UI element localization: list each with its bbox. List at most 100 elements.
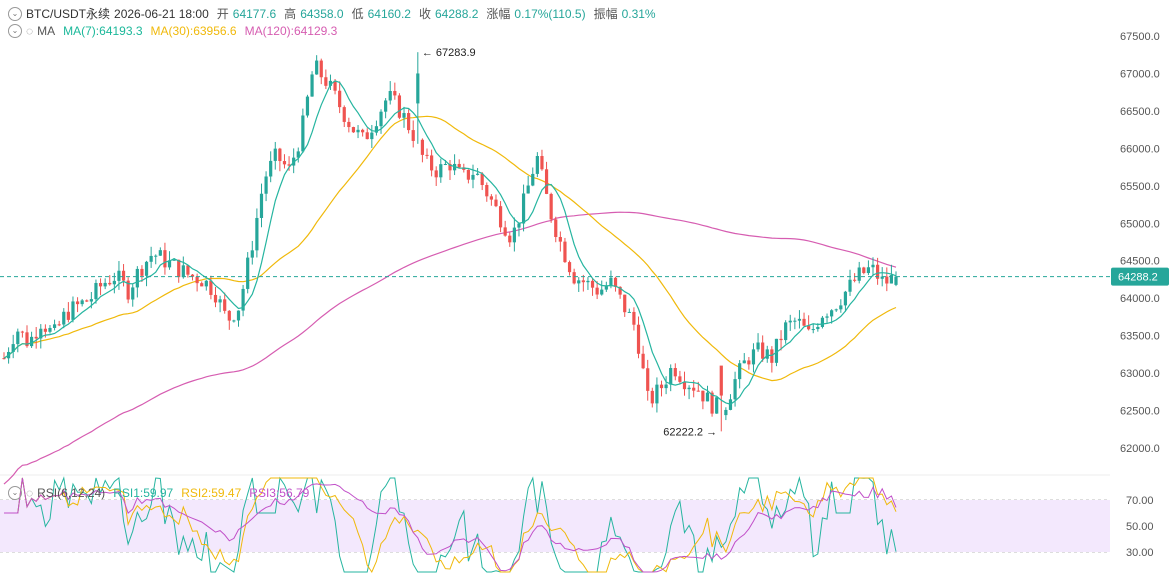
candle-body <box>195 276 199 284</box>
rsi3-value: RSI3:56.79 <box>249 486 310 500</box>
candle-body <box>181 265 185 278</box>
candle-body <box>273 148 277 161</box>
change-label: 涨幅 <box>486 7 511 21</box>
candle-body <box>209 280 213 295</box>
candle-body <box>857 267 861 281</box>
close-label: 收 <box>418 7 431 21</box>
candle-body <box>715 397 719 414</box>
candle-body <box>361 129 365 133</box>
candle-body <box>531 173 535 186</box>
candle-body <box>347 121 351 128</box>
candle-body <box>705 392 710 402</box>
candle-body <box>733 379 737 400</box>
open-value: 64177.6 <box>232 6 277 21</box>
price-tick-label: 67000.0 <box>1120 68 1160 80</box>
candle-body <box>25 332 29 347</box>
candle-body <box>98 282 103 287</box>
candle-body <box>48 327 52 332</box>
candle-body <box>397 95 402 118</box>
candle-body <box>682 381 687 390</box>
candle-body <box>310 74 314 97</box>
candle-body <box>604 286 608 290</box>
rsi2-value: RSI2:59.47 <box>181 486 242 500</box>
candle-body <box>75 301 80 305</box>
ma30-line <box>3 115 897 382</box>
collapse-chevron-icon[interactable]: ⌄ <box>8 6 22 21</box>
candle-body <box>586 280 590 283</box>
ohlc-header: ⌄ BTC/USDT永续 2026-06-21 18:00 开 64177.6 … <box>8 5 660 22</box>
candle-body <box>356 129 360 133</box>
collapse-chevron-icon[interactable]: ⌄ <box>8 24 22 38</box>
candle-body <box>567 262 572 273</box>
rsi-tick-label: 70.00 <box>1126 495 1154 507</box>
price-tick-label: 66000.0 <box>1120 143 1160 155</box>
candle-body <box>512 227 516 243</box>
candle-body <box>103 282 107 287</box>
open-label: 开 <box>216 7 229 21</box>
candle-body <box>177 259 181 278</box>
rsi-tick-label: 50.00 <box>1126 521 1154 533</box>
change-value: 0.17%(110.5) <box>514 6 586 21</box>
candle-body <box>609 277 613 287</box>
candle-body <box>218 299 222 303</box>
candle-body <box>11 344 15 352</box>
low-annotation: 62222.2 → <box>663 426 717 438</box>
candle-body <box>112 280 116 285</box>
candle-body <box>485 184 489 197</box>
rsi-label: RSI(6,12,24) <box>37 486 106 500</box>
candle-body <box>774 338 779 363</box>
candle-body <box>384 100 388 112</box>
candle-body <box>52 324 57 328</box>
candle-body <box>862 267 866 274</box>
price-tick-label: 62500.0 <box>1120 406 1160 418</box>
candle-body <box>121 270 126 281</box>
candle-body <box>687 387 691 390</box>
ma7-path <box>3 80 897 405</box>
high-value: 64358.0 <box>300 6 344 21</box>
candle-body <box>636 324 641 354</box>
candle-body <box>296 151 300 158</box>
candle-body <box>452 163 457 171</box>
candle-body <box>282 161 287 165</box>
candle-body <box>287 164 291 166</box>
ma7-value: MA(7):64193.3 <box>63 24 143 38</box>
candle-body <box>632 311 636 325</box>
candle-body <box>89 299 93 302</box>
candle-body <box>669 368 673 385</box>
candle-body <box>305 96 310 116</box>
visibility-icon[interactable]: ◌ <box>26 486 34 500</box>
candle-body <box>742 360 746 364</box>
visibility-icon[interactable]: ◌ <box>26 24 34 38</box>
candle-body <box>807 325 811 330</box>
candle-body <box>278 148 282 162</box>
candle-body <box>172 259 176 261</box>
price-tick-label: 63500.0 <box>1120 331 1160 343</box>
candle-body <box>163 250 167 268</box>
candle-body <box>784 322 788 341</box>
price-tick-label: 66500.0 <box>1120 106 1160 118</box>
candle-body <box>259 193 264 218</box>
current-price-text: 64288.2 <box>1118 272 1158 284</box>
candle-body <box>319 60 323 78</box>
candle-body <box>66 311 70 320</box>
collapse-chevron-icon[interactable]: ⌄ <box>8 486 22 500</box>
candle-body <box>117 270 121 281</box>
candle-body <box>140 268 144 276</box>
candle-body <box>131 287 135 300</box>
candle-body <box>880 276 884 279</box>
price-tick-label: 62000.0 <box>1120 443 1160 455</box>
candle-body <box>549 193 553 220</box>
candle-body <box>269 160 273 177</box>
candle-body <box>498 206 503 228</box>
candle-body <box>388 91 392 101</box>
candle-body <box>167 260 172 268</box>
candle-body <box>204 280 208 287</box>
candle-body <box>425 154 429 156</box>
candle-body <box>811 329 815 331</box>
candle-body <box>213 294 218 303</box>
close-value: 64288.2 <box>435 6 479 21</box>
candle-body <box>315 60 319 75</box>
candle-body <box>62 311 66 325</box>
candles <box>2 52 898 432</box>
